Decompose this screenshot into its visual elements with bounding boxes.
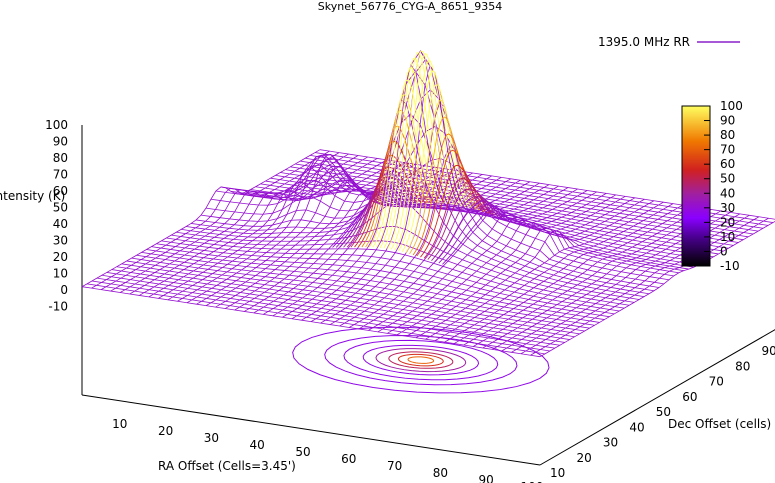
x-tick-label: 100 (521, 480, 544, 483)
colorbar-tick-label: 30 (720, 201, 735, 215)
x-tick-label: 60 (341, 452, 356, 466)
y-axis-line (539, 329, 775, 466)
z-tick-label: 70 (53, 168, 68, 182)
mesh-peak-line (409, 116, 477, 255)
mesh-line-v (121, 263, 580, 335)
axes-frame (81, 125, 775, 466)
contour-ring (343, 339, 499, 381)
mesh-line-v (126, 260, 585, 332)
mesh-line-v (81, 286, 541, 358)
mesh-peak-line (401, 84, 470, 253)
y-tick-label: 10 (550, 466, 565, 480)
y-tick-label: 30 (603, 436, 618, 450)
x-tick-label: 10 (112, 417, 127, 431)
contour-ring (324, 334, 518, 386)
z-tick-label: -10 (48, 300, 68, 314)
colorbar-tick-label: 20 (720, 215, 735, 229)
y-axis-label: Dec Offset (cells) (668, 417, 771, 431)
y-tick-label: 60 (682, 390, 697, 404)
mesh-line-v (280, 172, 739, 243)
x-tick-label: 20 (158, 424, 173, 438)
colorbar-tick-label: 70 (720, 143, 735, 157)
mesh-line-u (434, 203, 674, 341)
mesh-peak-line (357, 140, 426, 248)
z-tick-label: 60 (53, 184, 68, 198)
colorbar-tick-label: 80 (720, 128, 735, 142)
z-tick-label: 90 (53, 135, 68, 149)
x-tick-label: 80 (433, 466, 448, 480)
contour-ring (388, 351, 454, 369)
z-axis-label: Intensity (K) (0, 189, 65, 203)
x-tick-label: 40 (250, 438, 265, 452)
mesh-peak-line (431, 195, 499, 261)
mesh-peak-line (420, 165, 488, 258)
mesh-line-u (329, 146, 569, 325)
colorbar (681, 105, 711, 267)
contour-ring (362, 344, 480, 376)
mesh-peak-line (412, 133, 481, 256)
mesh-line-v (111, 269, 570, 340)
x-tick-label: 30 (204, 431, 219, 445)
z-tick-label: 40 (53, 217, 68, 231)
mesh-peak-line (416, 149, 484, 257)
z-tick-label: 10 (53, 267, 68, 281)
mesh-peak-line (368, 94, 437, 248)
z-tick-label: 100 (45, 118, 68, 132)
colorbar-tick-label: 90 (720, 114, 735, 128)
y-tick-label: 20 (576, 451, 591, 465)
contour-ring (397, 353, 444, 367)
mesh-peak-line (398, 70, 466, 252)
y-tick-label: 50 (656, 405, 671, 419)
contour-projection (292, 326, 550, 394)
y-tick-label: 90 (762, 344, 775, 358)
mesh-peak-line (354, 154, 422, 248)
mesh-line-u (520, 216, 760, 355)
mesh-peak-line (405, 99, 473, 254)
surface-mesh (81, 49, 775, 358)
x-tick-label: 70 (387, 459, 402, 473)
mesh-line-v (295, 163, 754, 235)
colorbar-tick-label: 100 (720, 99, 743, 113)
x-tick-label: 50 (295, 445, 310, 459)
contour-ring (292, 326, 550, 394)
mesh-line-u (530, 217, 769, 356)
colorbar-tick-label: 10 (720, 230, 735, 244)
contour-ring (407, 356, 435, 364)
colorbar-tick-label: 0 (720, 244, 728, 258)
legend-label: 1395.0 MHz RR (598, 35, 690, 49)
y-tick-label: 80 (735, 359, 750, 373)
chart-title: Skynet_56776_CYG-A_8651_9354 (318, 0, 503, 13)
z-tick-label: 0 (60, 283, 68, 297)
mesh-peak-line (383, 52, 451, 249)
x-tick-label: 90 (479, 473, 494, 483)
y-tick-label: 70 (709, 375, 724, 389)
x-axis-line (81, 394, 541, 466)
z-tick-label: 80 (53, 151, 68, 165)
mesh-peak-line (442, 205, 510, 265)
mesh-line-u (473, 209, 712, 347)
colorbar-tick-label: 50 (720, 172, 735, 186)
contour-ring (375, 348, 467, 373)
mesh-peak-line (379, 57, 448, 249)
z-tick-label: 20 (53, 250, 68, 264)
mesh-line-u (119, 155, 359, 293)
x-axis-label: RA Offset (Cells=3.45') (158, 459, 296, 473)
colorbar-tick-label: 40 (720, 186, 735, 200)
mesh-peak-line (376, 67, 444, 248)
mesh-peak-line (427, 188, 495, 260)
mesh-line-u (463, 207, 702, 346)
z-tick-label: 30 (53, 234, 68, 248)
colorbar-tick-label: -10 (720, 259, 740, 273)
y-tick-label: 40 (629, 420, 644, 434)
mesh-line-u (539, 220, 775, 358)
mesh-line-v (285, 169, 744, 241)
mesh-line-u (482, 210, 721, 349)
z-tick-label: 50 (53, 201, 68, 215)
colorbar-tick-label: 60 (720, 157, 735, 171)
mesh-peak-line (390, 53, 459, 250)
mesh-line-v (290, 166, 749, 238)
